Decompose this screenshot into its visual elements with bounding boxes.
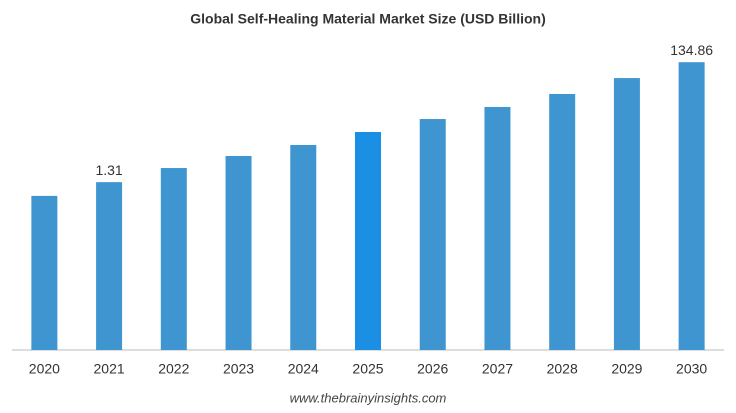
x-tick-label: 2026 bbox=[417, 361, 448, 377]
x-tick-label: 2025 bbox=[352, 361, 383, 377]
x-tick-label: 2020 bbox=[29, 361, 60, 377]
source: www.thebrainyinsights.com bbox=[290, 390, 447, 405]
value-label: 134.86 bbox=[670, 42, 713, 58]
x-tick-label: 2029 bbox=[611, 361, 642, 377]
bar bbox=[225, 155, 252, 350]
x-tick-label: 2021 bbox=[94, 361, 125, 377]
bar bbox=[419, 119, 446, 350]
bar bbox=[613, 78, 640, 350]
bar bbox=[290, 145, 317, 350]
bar bbox=[355, 131, 381, 350]
x-tick-label: 2024 bbox=[288, 361, 319, 377]
chart-title: Global Self-Healing Material Market Size… bbox=[190, 11, 546, 27]
bar bbox=[160, 168, 187, 350]
x-tick-label: 2027 bbox=[482, 361, 513, 377]
x-tick-label: 2022 bbox=[158, 361, 189, 377]
bar bbox=[549, 93, 576, 350]
x-tick-label: 2023 bbox=[223, 361, 254, 377]
bar bbox=[678, 62, 705, 350]
bar bbox=[96, 182, 123, 350]
value-label: 1.31 bbox=[95, 162, 122, 178]
bar bbox=[484, 106, 511, 351]
bar bbox=[31, 195, 58, 350]
x-tick-label: 2028 bbox=[547, 361, 578, 377]
x-tick-label: 2030 bbox=[676, 361, 707, 377]
